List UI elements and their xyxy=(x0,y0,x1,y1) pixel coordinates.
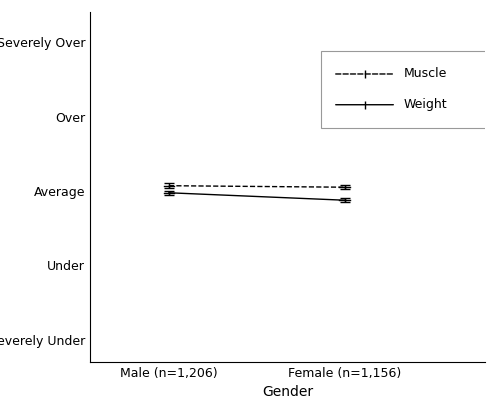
Text: Weight: Weight xyxy=(404,98,448,111)
FancyBboxPatch shape xyxy=(321,51,487,128)
Text: Muscle: Muscle xyxy=(404,67,448,80)
X-axis label: Gender: Gender xyxy=(262,385,313,399)
